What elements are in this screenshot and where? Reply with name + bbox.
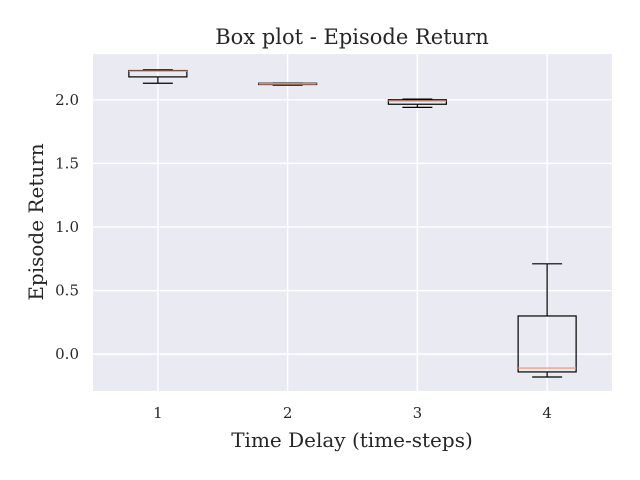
x-tick-label: 4 [542, 404, 552, 422]
iqr-box [517, 315, 577, 373]
y-tick-label: 0.5 [55, 282, 79, 300]
chart-title: Box plot - Episode Return [215, 25, 489, 49]
y-tick-label: 1.5 [55, 154, 79, 172]
grid-lines [93, 54, 612, 391]
box-4 [517, 263, 577, 378]
box-1 [128, 69, 188, 84]
box-3 [387, 98, 447, 109]
iqr-box [387, 99, 447, 105]
boxes [128, 69, 577, 378]
x-tick-label: 2 [283, 404, 293, 422]
y-tick-label: 1.0 [55, 218, 79, 236]
box-2 [258, 82, 318, 86]
y-tick-label: 0.0 [55, 345, 79, 363]
x-axis-label: Time Delay (time-steps) [231, 428, 473, 452]
x-tick-label: 1 [153, 404, 163, 422]
plot-area-background [93, 54, 612, 391]
y-axis-label: Episode Return [24, 143, 48, 300]
tick-labels: 0.0 0.5 1.0 1.5 2.0 1 2 3 4 [55, 91, 552, 422]
x-tick-label: 3 [413, 404, 423, 422]
y-tick-label: 2.0 [55, 91, 79, 109]
